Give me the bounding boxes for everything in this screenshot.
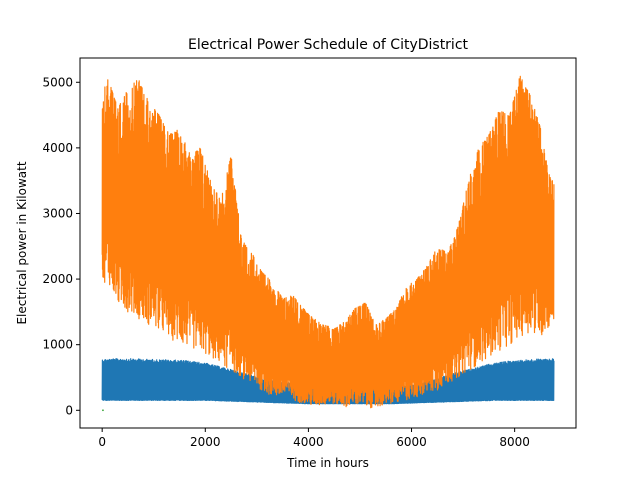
y-tick-label: 4000 [42, 141, 73, 155]
y-axis: 0 1000 2000 3000 4000 5000 [42, 75, 80, 417]
series-layer [101, 75, 555, 412]
x-tick-label: 0 [98, 435, 106, 449]
x-axis-title: Time in hours [286, 456, 369, 470]
plot-frame [79, 57, 577, 429]
y-tick-label: 1000 [42, 338, 73, 352]
y-axis-title: Electrical power in Kilowatt [15, 161, 29, 324]
x-tick-label: 8000 [499, 435, 530, 449]
y-tick-label: 5000 [42, 75, 73, 89]
chart-title: Electrical Power Schedule of CityDistric… [188, 37, 469, 53]
x-tick-label: 4000 [293, 435, 324, 449]
y-tick-label: 2000 [42, 272, 73, 286]
y-tick-label: 3000 [42, 206, 73, 220]
x-tick-label: 2000 [190, 435, 221, 449]
x-tick-label: 6000 [396, 435, 427, 449]
x-axis: 0 2000 4000 6000 8000 [98, 428, 530, 449]
y-tick-label: 0 [65, 403, 73, 417]
series-line-2 [101, 75, 555, 409]
